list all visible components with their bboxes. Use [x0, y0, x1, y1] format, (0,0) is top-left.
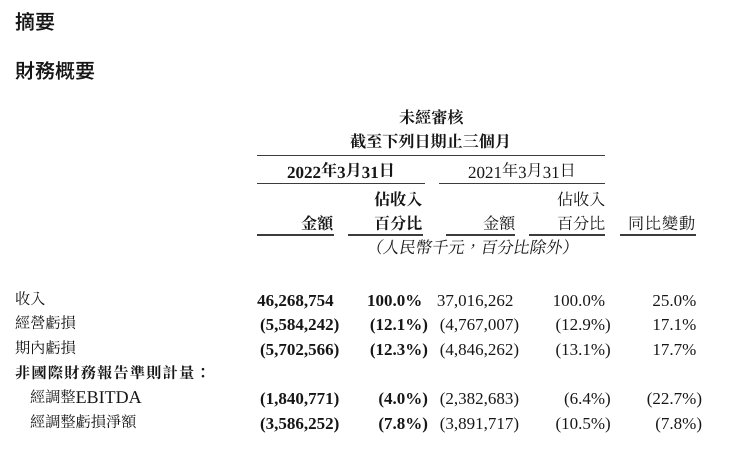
- row-label-text: 非國際財務報告準則計量：: [15, 363, 197, 383]
- cell: (12.3%): [369, 340, 428, 359]
- cell: 100.0%: [366, 290, 423, 310]
- row-label: 收入: [15, 289, 47, 309]
- row-label: 非國際財務報告準則計量：: [15, 363, 213, 383]
- cell: (7.8%): [655, 414, 702, 434]
- col-header-pct-2021-line1: 佔收入: [557, 189, 607, 210]
- col-header-pct-2022-line2-text: 百分比: [374, 213, 422, 234]
- cell: (4.0%): [378, 389, 428, 409]
- table-units-note: （人民幣千元，百分比除外）: [366, 237, 582, 258]
- row-label: 期內虧損: [15, 338, 77, 358]
- col-header-yoy-change: 同比變動: [628, 213, 697, 234]
- col-header-amount-2021: 金額: [483, 213, 517, 234]
- row-label-text: 經營虧損: [15, 313, 76, 333]
- col-header-amount-2022: 金額: [301, 213, 335, 234]
- col-header-pct-2021-line2-text: 百分比: [557, 213, 605, 234]
- cell: (12.1%): [369, 315, 428, 335]
- cell: 17.1%: [652, 315, 697, 335]
- col-header-pct-2021-line1-text: 佔收入: [557, 189, 605, 210]
- table-units-note-text: （人民幣千元，百分比除外）: [366, 237, 578, 258]
- col-header-period: 截至下列日期止三個月: [350, 131, 512, 152]
- row-label-text: 經調整虧損淨額: [30, 412, 136, 432]
- col-header-date-2022: 2022年3月31日: [287, 161, 396, 184]
- rule-date-2022: [257, 182, 425, 185]
- col-header-pct-2022-line1: 佔收入: [374, 189, 424, 210]
- cell: 37,016,262: [436, 290, 514, 310]
- rule-date-2021: [438, 182, 605, 185]
- cell: (13.1%): [555, 340, 611, 359]
- col-header-amount-2022-text: 金額: [301, 213, 333, 234]
- rule-col-4: [529, 234, 606, 236]
- col-header-date-2021-text: 2021年3月31日: [468, 161, 577, 184]
- page-title-summary: 摘要: [15, 10, 56, 35]
- cell: (5,702,566): [259, 340, 340, 359]
- row-label: 經調整虧損淨額: [30, 412, 138, 432]
- col-header-date-2022-text: 2022年3月31日: [287, 161, 396, 184]
- cell: (2,382,683): [439, 389, 520, 409]
- page-title-summary-text: 摘要: [15, 10, 55, 35]
- row-label: 經調整EBITDA: [30, 385, 143, 409]
- col-header-pct-2022-line2: 百分比: [374, 213, 424, 234]
- col-header-amount-2021-text: 金額: [483, 213, 515, 234]
- col-header-pct-2021-line2: 百分比: [557, 213, 607, 234]
- rule-col-1: [257, 234, 335, 236]
- rule-col-5: [619, 234, 697, 236]
- col-header-pct-2022-line1-text: 佔收入: [374, 189, 422, 210]
- row-label-text: 期內虧損: [15, 338, 76, 358]
- cell: (12.9%): [555, 315, 611, 335]
- cell: (1,840,771): [259, 389, 340, 409]
- cell: (3,586,252): [259, 414, 340, 434]
- rule-period: [256, 154, 605, 157]
- cell: 25.0%: [652, 290, 697, 310]
- rule-col-2: [347, 234, 423, 236]
- cell: (5,584,242): [259, 315, 340, 335]
- col-header-date-2021: 2021年3月31日: [468, 161, 577, 184]
- col-header-yoy-change-text: 同比變動: [628, 213, 692, 234]
- section-title-financial-overview-text: 財務概要: [15, 59, 95, 84]
- cell: (22.7%): [646, 389, 702, 409]
- col-header-period-text: 截至下列日期止三個月: [350, 131, 511, 152]
- cell: (4,767,007): [439, 315, 520, 335]
- cell: 46,268,754: [257, 290, 334, 310]
- row-label-text: 經調整EBITDA: [30, 385, 143, 409]
- cell: 100.0%: [552, 290, 605, 310]
- row-label: 經營虧損: [15, 313, 77, 333]
- section-title-financial-overview: 財務概要: [15, 59, 96, 84]
- cell: (6.4%): [563, 389, 611, 409]
- col-header-unaudited: 未經審核: [399, 107, 465, 128]
- rule-col-3: [445, 234, 516, 236]
- cell: (3,891,717): [439, 414, 520, 434]
- cell: (7.8%): [378, 414, 428, 434]
- row-label-text: 收入: [15, 289, 45, 309]
- cell: 17.7%: [652, 340, 697, 359]
- cell: (4,846,262): [439, 340, 520, 359]
- col-header-unaudited-text: 未經審核: [399, 107, 463, 128]
- cell: (10.5%): [555, 414, 611, 434]
